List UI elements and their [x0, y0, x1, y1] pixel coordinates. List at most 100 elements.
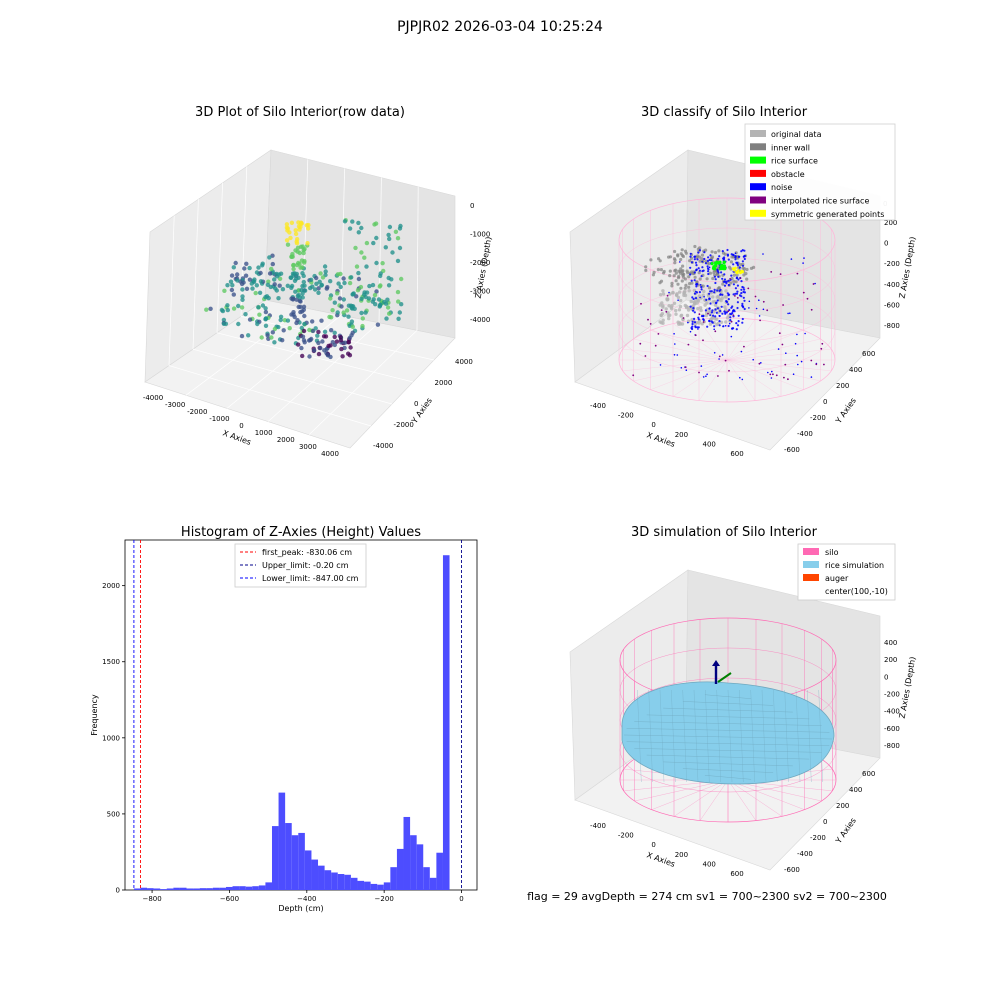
simulation-mesh-line — [818, 689, 823, 783]
classify-inner-wall-point — [644, 265, 648, 269]
raw-data-point — [258, 270, 263, 276]
histogram-bar — [318, 865, 325, 890]
raw-data-point — [316, 351, 322, 357]
classify-rice-surface-point — [718, 260, 722, 264]
cls-x-tick-label: 0 — [651, 421, 655, 429]
histogram-bar — [252, 886, 259, 890]
raw-data-point — [259, 335, 264, 340]
histogram-bar — [166, 888, 174, 890]
classify-noise-point — [689, 305, 692, 308]
raw-x-tick-label: 4000 — [321, 450, 339, 458]
raw-data-point — [289, 275, 294, 280]
raw-data-point — [387, 311, 392, 316]
classify-noise-point — [713, 352, 716, 354]
classify-noise-point — [777, 348, 780, 350]
histogram-x-tick-label: −400 — [297, 895, 316, 903]
raw-data-point — [362, 255, 367, 260]
classify-noise-point — [713, 328, 715, 331]
raw-data-point — [300, 295, 305, 300]
cls-y-tick-label: -600 — [784, 446, 800, 454]
raw-data-point — [231, 306, 237, 311]
classify-original-point — [682, 291, 686, 295]
raw-data-point — [255, 321, 260, 327]
raw-data-point — [225, 307, 230, 313]
classify-noise-point — [710, 290, 713, 293]
classify-noise-point — [709, 254, 712, 257]
classify-noise-point — [712, 314, 715, 317]
raw-data-point — [374, 235, 379, 241]
classify-point-cloud — [632, 244, 825, 381]
raw-z-tick-label: 0 — [470, 202, 474, 210]
raw-data-point — [236, 303, 241, 309]
raw-data-point — [250, 286, 255, 291]
classify-noise-point — [721, 277, 724, 280]
classify-inner-wall-point — [745, 277, 749, 281]
raw-data-point — [231, 265, 236, 270]
classify-noise-point — [748, 300, 751, 303]
raw-data-point — [289, 283, 295, 289]
classify-noise-point — [741, 378, 744, 381]
classify-interpolated-point — [714, 330, 717, 333]
simulation-silo-spoke — [699, 779, 729, 821]
classify-inner-wall-point — [690, 281, 694, 285]
raw-data-point — [395, 236, 401, 241]
classify-noise-point — [726, 254, 730, 257]
classify-original-point — [715, 295, 719, 299]
classify-noise-point — [727, 279, 730, 282]
classify-noise-point — [703, 257, 706, 261]
raw-data-point — [395, 258, 401, 264]
raw-data-point — [294, 241, 300, 246]
raw-data-point — [342, 219, 348, 224]
sim-z-tick-label: 0 — [884, 673, 888, 681]
simulation-auger — [712, 660, 732, 684]
simulation-mesh-line — [784, 689, 789, 783]
classify-noise-point — [724, 325, 727, 327]
raw-data-point — [297, 298, 302, 303]
classify-interpolated-point — [823, 363, 825, 366]
classify-inner-wall-point — [698, 246, 702, 250]
simulation-mesh-line — [634, 748, 822, 753]
classify-original-point — [664, 307, 668, 311]
classify-noise-point — [732, 283, 736, 286]
simulation-auger-arrow — [712, 660, 720, 666]
classify-interpolated-point — [759, 319, 761, 322]
classify-inner-wall-point — [698, 277, 702, 281]
classify-noise-point — [697, 318, 701, 321]
raw-z-ticks: 0 -1000 -2000 -3000 -4000 — [470, 202, 490, 324]
simulation-mesh-line — [671, 689, 676, 783]
raw-data-point — [349, 319, 355, 324]
classify-original-point — [724, 289, 728, 293]
raw-data-point — [349, 305, 354, 310]
classify-noise-point — [698, 249, 702, 252]
classify-inner-wall-point — [705, 277, 709, 281]
raw-data-point — [293, 231, 299, 237]
classify-original-point — [661, 318, 665, 322]
classify-y-axis-label: Y Axies — [833, 396, 858, 426]
histogram-bar — [436, 852, 443, 890]
classify-noise-point — [689, 330, 692, 333]
classify-legend-label: obstacle — [771, 170, 805, 179]
classify-noise-point — [690, 279, 693, 282]
raw-data-point — [385, 305, 391, 310]
histogram-bar — [186, 888, 194, 890]
histogram-bar — [206, 888, 213, 890]
raw-data-point — [308, 285, 313, 291]
simulation-mesh-line — [739, 689, 744, 783]
classify-noise-point — [767, 371, 769, 374]
raw-data-point — [235, 278, 240, 283]
simulation-mesh-line — [693, 689, 699, 783]
cls-x-tick-label: 200 — [675, 431, 688, 439]
simulation-legend-swatch — [803, 574, 819, 581]
raw-data-point — [332, 342, 337, 348]
classify-noise-point — [689, 266, 692, 269]
simulation-legend-label: rice simulation — [825, 561, 884, 570]
simulation-legend-label: silo — [825, 548, 839, 557]
raw-data-point — [208, 306, 213, 311]
classify-noise-point — [689, 252, 692, 255]
raw-data-point — [277, 276, 283, 281]
classify-noise-point — [714, 278, 717, 281]
classify-inner-wall-point — [676, 276, 681, 280]
panel-simulation: 3D simulation of Silo Interior -400 -200 0… — [569, 525, 917, 878]
simulation-mesh-line — [637, 689, 642, 783]
